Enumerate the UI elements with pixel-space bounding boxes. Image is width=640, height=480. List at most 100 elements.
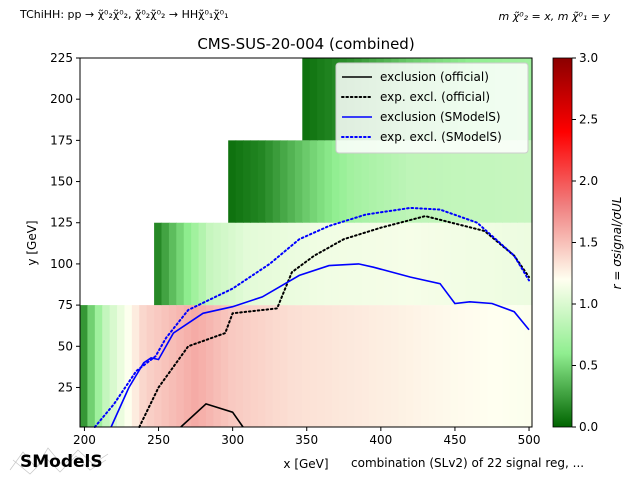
heatmap-cell <box>168 305 177 427</box>
heatmap-cell <box>250 140 259 223</box>
heatmap-cell <box>280 140 289 223</box>
heatmap-cell <box>480 222 489 306</box>
heatmap-cell <box>154 305 163 427</box>
heatmap-cell <box>176 305 185 427</box>
heatmap-cell <box>509 305 518 427</box>
heatmap-cell <box>413 305 422 427</box>
heatmap-cell <box>205 305 214 427</box>
y-tick-label: 75 <box>58 298 73 312</box>
heatmap-cell <box>398 222 407 306</box>
legend: exclusion (official) exp. excl. (official… <box>335 62 529 154</box>
plot-frame <box>79 57 533 428</box>
heatmap-cell <box>480 140 489 223</box>
legend-label: exclusion (official) <box>380 70 489 84</box>
heatmap-cell <box>94 305 103 427</box>
x-axis-label: x [GeV] <box>283 457 328 471</box>
heatmap-cell <box>428 305 437 427</box>
heatmap-cell <box>102 305 111 427</box>
heatmap-cell <box>413 140 422 223</box>
heatmap-cell <box>302 58 311 141</box>
heatmap-cell <box>450 140 459 223</box>
heatmap-cell <box>302 305 311 427</box>
exclusion-curves <box>93 206 530 428</box>
heatmap-cell <box>472 222 481 306</box>
colorbar-tick-label: 2.5 <box>579 113 598 127</box>
heatmap-cell <box>324 222 333 306</box>
heatmap-cell <box>443 222 452 306</box>
heatmap-cell <box>168 222 177 306</box>
heatmap-cell <box>198 222 207 306</box>
x-tick-label: 400 <box>369 433 392 447</box>
heatmap-cell <box>391 140 400 223</box>
heatmap-cell <box>361 305 370 427</box>
heatmap-cell <box>472 140 481 223</box>
mass-note: m χ̃⁰₂ = x, m χ̃⁰₁ = y <box>498 10 610 23</box>
heatmap-cell <box>324 58 333 141</box>
heatmap-cell <box>309 140 318 223</box>
heatmap-cell <box>198 305 207 427</box>
heatmap-cell <box>191 305 200 427</box>
heatmap-cell <box>368 222 377 306</box>
heatmap-cell <box>517 305 526 427</box>
heatmap-cell <box>257 305 266 427</box>
heatmap-cell <box>472 305 481 427</box>
heatmap-cell <box>294 222 303 306</box>
combination-note: combination (SLv2) of 22 signal reg, ... <box>351 456 585 470</box>
heatmap-cell <box>383 140 392 223</box>
colorbar <box>552 57 573 428</box>
heatmap-cell <box>420 305 429 427</box>
heatmap-cell <box>450 222 459 306</box>
curve-exclusion-official- <box>180 402 244 428</box>
heatmap-cell <box>235 140 244 223</box>
y-tick-label: 50 <box>58 339 73 353</box>
legend-label: exclusion (SModelS) <box>380 110 501 124</box>
heatmap-cell <box>502 305 511 427</box>
heatmap-cell <box>494 140 503 223</box>
heatmap-cell <box>502 222 511 306</box>
heatmap-cell <box>406 140 415 223</box>
heatmap-cell <box>220 305 229 427</box>
heatmap-cell <box>309 222 318 306</box>
colorbar-tick-label: 1.0 <box>579 297 598 311</box>
heatmap-cell <box>428 222 437 306</box>
x-tick-label: 300 <box>221 433 244 447</box>
heatmap-cell <box>302 140 311 223</box>
heatmap-cell <box>443 140 452 223</box>
heatmap-cell <box>191 222 200 306</box>
heatmap-cell <box>428 140 437 223</box>
heatmap-cell <box>517 140 526 223</box>
curve-exp-excl-smodels- <box>93 206 530 428</box>
heatmap-cell <box>220 222 229 306</box>
x-tick-label: 500 <box>518 433 541 447</box>
x-tick-label: 200 <box>73 433 96 447</box>
heatmap-cell <box>502 140 511 223</box>
heatmap-cell <box>443 305 452 427</box>
heatmap-cell <box>257 222 266 306</box>
colorbar-tick-label: 2.0 <box>579 174 598 188</box>
heatmap-cell <box>524 140 533 223</box>
heatmap-cell <box>243 140 252 223</box>
y-tick-label: 225 <box>50 51 73 65</box>
heatmap-cell <box>235 305 244 427</box>
y-axis-label: y [GeV] <box>25 220 39 265</box>
heatmap-cell <box>287 140 296 223</box>
heatmap-cell <box>309 58 318 141</box>
heatmap-cell <box>494 222 503 306</box>
topology-label: TChiHH: pp → χ̃⁰₂χ̃⁰₂, χ̃⁰₂χ̃⁰₂ → HHχ̃⁰₁… <box>20 8 229 21</box>
y-tick-label: 150 <box>50 175 73 189</box>
y-tick-label: 100 <box>50 257 73 271</box>
heatmap-cell <box>524 58 533 141</box>
heatmap-cell <box>228 305 237 427</box>
heatmap-cell <box>509 222 518 306</box>
heatmap-cell <box>317 305 326 427</box>
heatmap-cell <box>331 305 340 427</box>
colorbar-ticks: 0.0 0.5 1.0 1.5 2.0 2.5 3.0 <box>572 51 598 434</box>
heatmap-cell <box>250 305 259 427</box>
x-tick-label: 350 <box>295 433 318 447</box>
heatmap-cell <box>420 222 429 306</box>
colorbar-label: r = σsignal/σUL <box>610 197 624 290</box>
heatmap-cell <box>368 140 377 223</box>
heatmap-cell <box>317 222 326 306</box>
heatmap-cell <box>213 305 222 427</box>
